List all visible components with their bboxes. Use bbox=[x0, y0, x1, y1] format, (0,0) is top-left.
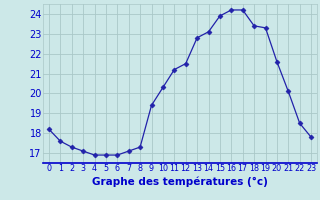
X-axis label: Graphe des températures (°c): Graphe des températures (°c) bbox=[92, 176, 268, 187]
